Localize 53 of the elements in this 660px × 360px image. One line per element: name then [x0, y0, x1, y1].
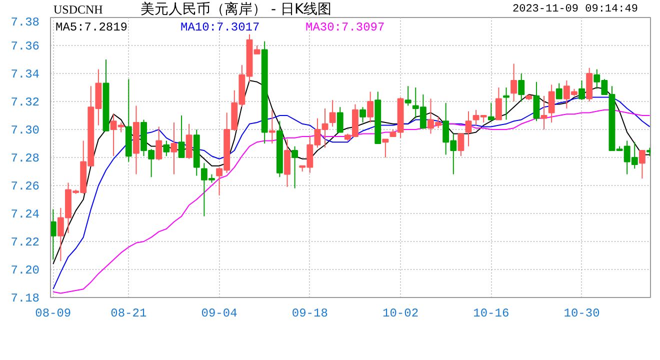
- line-series: [52, 80, 650, 264]
- candlestick: [186, 123, 192, 160]
- x-tick-label: 10-16: [473, 306, 510, 320]
- text: MA10:7.3017: [180, 20, 260, 34]
- chart-title: 美元人民币（离岸） - 日K线图: [140, 2, 332, 18]
- candlestick: [163, 140, 170, 157]
- y-tick-label: 7.28: [10, 152, 40, 166]
- x-tick-label: 09-18: [292, 306, 328, 320]
- y-tick-label: 7.18: [10, 292, 40, 306]
- x-tick-label: 08-09: [35, 306, 72, 320]
- candlestick: [360, 106, 366, 123]
- candlestick: [578, 80, 585, 101]
- candlestick: [548, 84, 555, 123]
- text: MA5:7.2819: [56, 20, 128, 34]
- y-tick-label: 7.26: [10, 180, 40, 194]
- text: 2023-11-09 09:14:49: [512, 4, 638, 16]
- y-tick-label: 7.30: [10, 124, 40, 138]
- candlestick: [510, 63, 518, 102]
- candlestick: [556, 82, 562, 100]
- candlestick: [178, 115, 185, 158]
- candlestick: [367, 91, 374, 123]
- candlestick: [336, 106, 344, 133]
- candlestick: [382, 138, 389, 158]
- candlestick: [533, 81, 540, 122]
- candlestick: [284, 138, 290, 188]
- candlestick: [170, 122, 178, 175]
- candlestick: [638, 150, 646, 179]
- candlestick: [488, 102, 494, 120]
- candlestick: [465, 110, 472, 147]
- candlestick: [503, 87, 510, 120]
- y-tick-label: 7.22: [10, 236, 40, 250]
- y-tick-label: 7.32: [10, 96, 40, 110]
- candlestick: [292, 146, 298, 189]
- y-tick-label: 7.24: [10, 208, 40, 222]
- candlestick: [495, 87, 502, 120]
- candlestick: [268, 109, 276, 144]
- text: USDCNH: [54, 2, 104, 16]
- candlestick: [50, 208, 56, 260]
- y-tick-label: 7.34: [10, 68, 40, 82]
- y-tick-label: 7.20: [10, 264, 40, 278]
- text: MA30:7.3097: [306, 20, 385, 34]
- x-tick-label: 10-30: [564, 306, 600, 320]
- candlestick: [458, 133, 464, 157]
- candlestick: [540, 95, 548, 130]
- candlestick: [156, 126, 162, 161]
- x-tick-label: 08-21: [110, 306, 147, 320]
- candlestick: [518, 73, 525, 102]
- candlestick: [404, 86, 412, 106]
- y-tick-label: 7.38: [10, 16, 40, 30]
- x-tick-label: 10-02: [382, 306, 419, 320]
- candlestick: [329, 100, 336, 128]
- x-tick-label: 09-04: [201, 306, 238, 320]
- y-tick-label: 7.36: [10, 40, 40, 54]
